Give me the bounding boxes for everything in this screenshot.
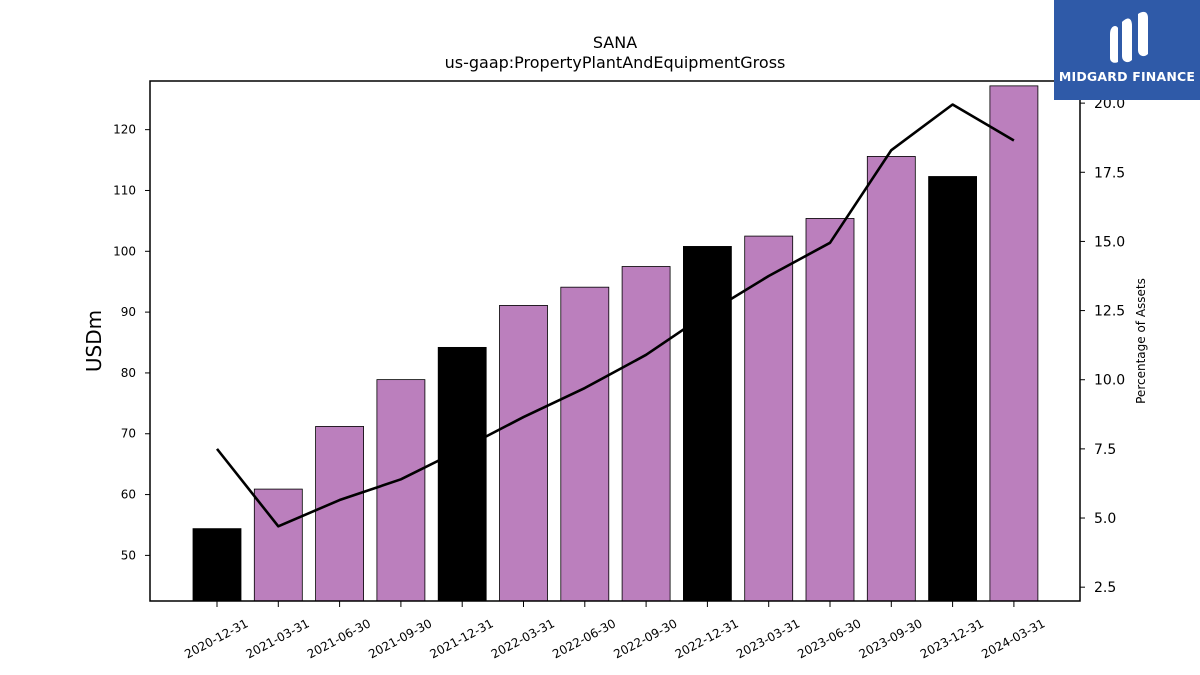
- chart-title: SANA: [593, 33, 637, 52]
- y2-tick-label: 12.5: [1094, 304, 1125, 320]
- bars: [192, 85, 1039, 602]
- x-tick-label-2021-12-31: 2021-12-31: [427, 616, 495, 661]
- chart-subtitle: us-gaap:PropertyPlantAndEquipmentGross: [445, 53, 786, 72]
- y-tick-label: 90: [121, 305, 136, 319]
- x-tick-label-2021-09-30: 2021-09-30: [366, 616, 434, 661]
- bar-2023-03-31: [744, 235, 794, 602]
- x-tick-label-2022-09-30: 2022-09-30: [611, 616, 679, 661]
- logo-text: MIDGARD FINANCE: [1058, 69, 1196, 84]
- bar-2023-12-31: [928, 176, 977, 602]
- trend-line: [215, 103, 1015, 528]
- x-tick-label-2022-12-31: 2022-12-31: [673, 616, 741, 661]
- y2-tick-label: 2.5: [1094, 580, 1116, 596]
- brand-logo: MIDGARD FINANCE: [1054, 0, 1200, 100]
- y2-tick-label: 10.0: [1094, 373, 1125, 389]
- x-tick-label-2023-06-30: 2023-06-30: [795, 616, 863, 661]
- y2-tick-label: 15.0: [1094, 234, 1125, 250]
- y-tick-label: 110: [113, 183, 136, 197]
- bar-2022-12-31: [683, 246, 732, 602]
- x-tick-label-2021-03-31: 2021-03-31: [244, 616, 312, 661]
- y-tick-label: 80: [121, 366, 136, 380]
- x-tick-label-2023-09-30: 2023-09-30: [857, 616, 925, 661]
- x-tick-label-2022-03-31: 2022-03-31: [489, 616, 557, 661]
- y-axis-left: 50 60 70 80 90 100 110 120: [113, 123, 150, 562]
- logo-mark-icon: [1110, 11, 1148, 63]
- plot-frame: [149, 80, 1081, 602]
- bar-2021-12-31: [437, 346, 487, 602]
- bar-2020-12-31: [192, 528, 242, 602]
- x-tick-label-2024-03-31: 2024-03-31: [979, 616, 1047, 661]
- bar-2023-09-30: [866, 156, 916, 602]
- bar-2022-03-31: [499, 305, 548, 602]
- y-axis-right: 2.5 5.0 7.5 10.0 12.5 15.0 17.5 20.0: [1080, 96, 1125, 596]
- bar-2023-06-30: [805, 218, 855, 602]
- y2-tick-label: 5.0: [1094, 511, 1116, 527]
- y-tick-label: 100: [113, 244, 136, 258]
- y2-tick-label: 20.0: [1094, 96, 1125, 112]
- x-tick-label-2023-03-31: 2023-03-31: [734, 616, 802, 661]
- x-tick-label-2020-12-31: 2020-12-31: [182, 616, 250, 661]
- x-tick-label-2022-06-30: 2022-06-30: [550, 616, 618, 661]
- y-tick-label: 50: [121, 548, 136, 562]
- y2-axis-label: Percentage of Assets: [1134, 278, 1148, 404]
- x-tick-label-2021-06-30: 2021-06-30: [305, 616, 373, 661]
- y-tick-label: 70: [121, 427, 136, 441]
- x-tick-label-2023-12-31: 2023-12-31: [918, 616, 986, 661]
- bar-2022-06-30: [560, 286, 610, 602]
- y-axis-label: USDm: [82, 310, 106, 372]
- y-tick-label: 60: [121, 488, 136, 502]
- y2-tick-label: 17.5: [1094, 165, 1125, 181]
- bar-2021-06-30: [315, 426, 365, 602]
- bar-2022-09-30: [621, 266, 671, 602]
- x-axis: 2020-12-312021-03-312021-06-302021-09-30…: [182, 601, 1047, 661]
- y2-tick-label: 7.5: [1094, 442, 1116, 458]
- trend-line-group: [215, 103, 1015, 528]
- bar-2024-03-31: [989, 85, 1039, 602]
- y-tick-label: 120: [113, 123, 136, 137]
- bar-2021-09-30: [376, 379, 426, 602]
